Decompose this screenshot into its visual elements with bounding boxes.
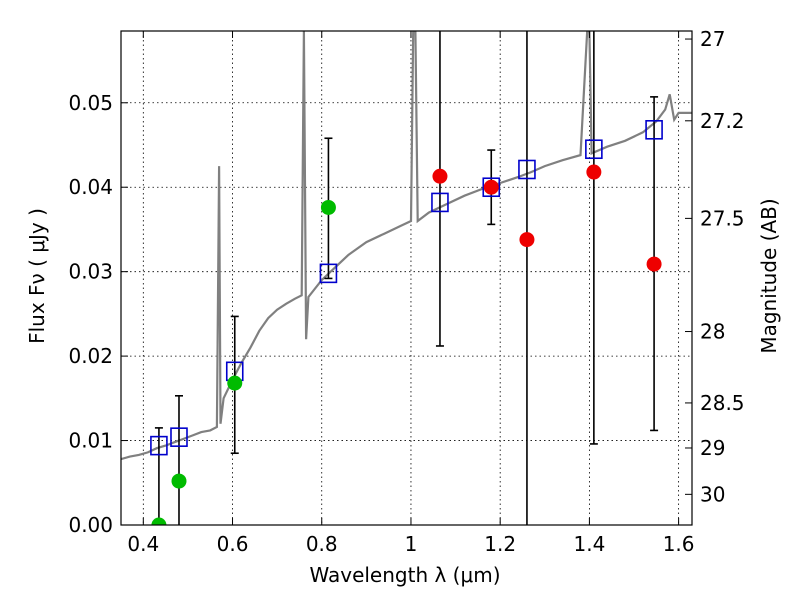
grid [121, 31, 692, 526]
observed-detected-marker [320, 199, 336, 215]
x-tick-label: 1 [405, 532, 418, 556]
model-square-marker [645, 120, 663, 140]
mag-tick-label: 29 [700, 436, 725, 460]
observed-detected-marker [151, 517, 167, 525]
mag-tick-label: 27.5 [700, 206, 745, 230]
ticks-layer: 0.4 0.6 0.8 1 1.2 1.4 1.6 0.00 0.01 0.02 0.03 0.04 0… [68, 27, 744, 556]
y-tick-label: 0.05 [68, 91, 113, 115]
x-tick-label: 1.4 [573, 532, 605, 556]
x-tick-label: 1.2 [484, 532, 516, 556]
y-tick-label: 0.02 [68, 344, 113, 368]
model-square-marker [585, 139, 603, 160]
y-tick-label: 0.03 [68, 260, 113, 284]
observed-nondetected-marker [432, 168, 448, 184]
observed-nondetected-marker [586, 164, 602, 180]
x-tick-label: 1.6 [663, 532, 695, 556]
observed-nondetected-marker [483, 179, 499, 195]
y-tick-label: 0.01 [68, 429, 113, 453]
y2-axis-title: Magnitude (AB) [757, 198, 781, 353]
plot-frame [120, 30, 693, 526]
x-tick-label: 0.6 [217, 532, 249, 556]
model-square-marker [150, 435, 168, 456]
model-square-marker [431, 192, 449, 213]
y-tick-label: 0.04 [68, 175, 113, 199]
y-axis-title: Flux Fν ( μJy ) [25, 208, 49, 344]
model-spectrum-line [121, 31, 692, 461]
x-tick-label: 0.4 [127, 532, 159, 556]
model-square-marker [319, 263, 338, 284]
mag-tick-label: 28 [700, 320, 725, 344]
mag-tick-label: 27 [700, 27, 725, 51]
marker-layer [150, 120, 663, 525]
model-square-marker [482, 177, 501, 198]
observed-detected-marker [227, 375, 243, 391]
mag-tick-label: 28.5 [700, 391, 745, 415]
model-square-marker [170, 427, 188, 447]
y-tick-label: 0.00 [68, 513, 113, 537]
x-tick-label: 0.8 [306, 532, 338, 556]
spectrum-layer [121, 31, 692, 461]
mag-tick-label: 27.2 [700, 109, 745, 133]
observed-detected-marker [171, 473, 187, 489]
model-square-marker [518, 159, 536, 180]
mag-tick-label: 30 [700, 482, 725, 506]
x-axis-title: Wavelength λ (μm) [309, 563, 500, 587]
observed-nondetected-marker [646, 256, 662, 272]
observed-nondetected-marker [519, 232, 535, 248]
